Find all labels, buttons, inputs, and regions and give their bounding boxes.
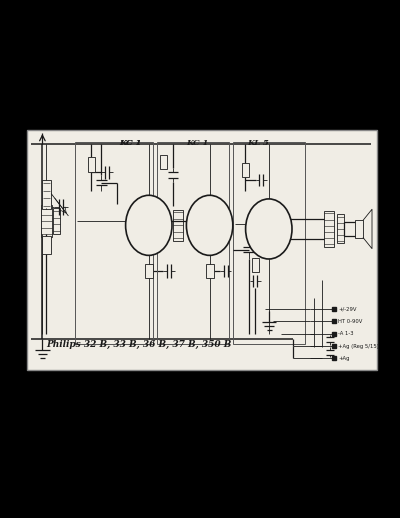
Circle shape	[126, 195, 172, 255]
Bar	[27, 130, 377, 370]
Text: KC 1: KC 1	[119, 139, 141, 147]
Bar	[206, 264, 214, 278]
Bar	[252, 258, 259, 272]
Bar	[173, 210, 183, 241]
Text: KC 1: KC 1	[186, 139, 208, 147]
Bar	[157, 142, 229, 344]
Bar	[324, 211, 334, 247]
Bar	[242, 163, 249, 177]
Text: -A 1-3: -A 1-3	[338, 331, 354, 336]
Bar	[355, 220, 363, 238]
Text: Philips 32 B, 33 B, 36 B, 37 B, 350 B: Philips 32 B, 33 B, 36 B, 37 B, 350 B	[46, 340, 231, 349]
Bar	[41, 206, 52, 237]
Bar	[53, 208, 60, 234]
Bar	[42, 180, 51, 209]
Bar	[88, 157, 95, 172]
Text: KC 1: KC 1	[119, 139, 141, 147]
Bar	[337, 214, 344, 243]
Text: +/-29V: +/-29V	[338, 306, 356, 311]
Circle shape	[186, 195, 233, 255]
Bar	[160, 155, 167, 169]
Bar	[42, 236, 51, 254]
Bar	[145, 264, 153, 278]
Text: KL 5: KL 5	[247, 139, 269, 147]
Text: +Ag: +Ag	[338, 356, 350, 361]
Circle shape	[246, 199, 292, 259]
Text: +Ag (Reg 5/15): +Ag (Reg 5/15)	[338, 343, 379, 349]
Text: HT 0-90V: HT 0-90V	[338, 319, 362, 324]
Bar	[233, 142, 305, 344]
Bar	[75, 142, 153, 344]
